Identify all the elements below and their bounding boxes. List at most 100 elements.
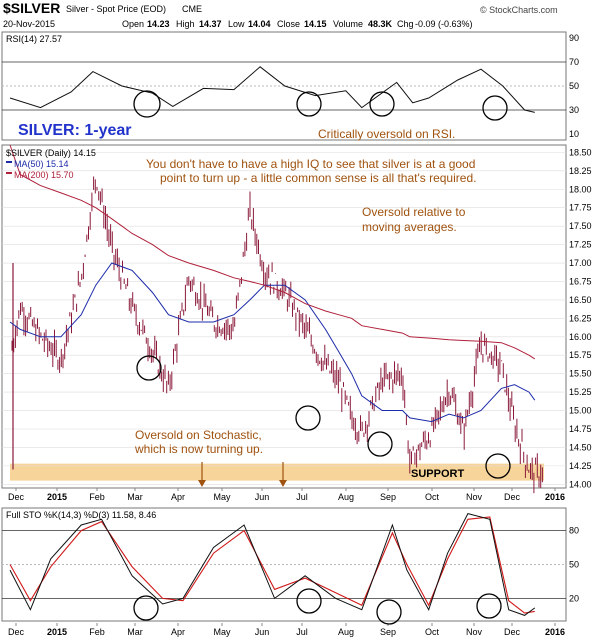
- price-tick: 14.00: [569, 479, 592, 489]
- month-label: Nov: [466, 492, 483, 502]
- high-label: High: [176, 19, 195, 29]
- month-label: Sep: [380, 492, 396, 502]
- ma-annotation-line2: moving averages.: [362, 220, 457, 234]
- stochastic-panel: 80 50 20 Full STO %K(14,3) %D(3) 11.58, 8.…: [1, 507, 579, 622]
- oversold-circle: [482, 95, 508, 121]
- ma200-swatch: [6, 172, 12, 174]
- price-tick: 16.50: [569, 295, 592, 305]
- stochastic-tick: 20: [569, 593, 579, 603]
- price-tick: 16.25: [569, 313, 592, 323]
- month-label: Apr: [171, 627, 185, 637]
- exchange-label: CME: [182, 4, 202, 14]
- month-label: 2016: [545, 627, 565, 637]
- chg-label: Chg: [397, 19, 414, 29]
- rsi-tick: 30: [569, 105, 579, 115]
- open-value: 14.23: [147, 19, 170, 29]
- oversold-circle: [295, 405, 321, 431]
- price-tick: 15.50: [569, 369, 592, 379]
- price-tick: 17.00: [569, 258, 592, 268]
- oversold-circles: [133, 90, 511, 625]
- stochastic-k-line: [9, 513, 536, 616]
- price-tick: 18.00: [569, 184, 592, 194]
- price-grid: [2, 152, 566, 485]
- month-label: 2015: [47, 627, 67, 637]
- stochastic-annotation-line2: which is now turning up.: [134, 442, 263, 456]
- price-tick: 17.25: [569, 240, 592, 250]
- price-panel: 18.50 18.25 18.00 17.75 17.50 17.25 17.00 16.75…: [1, 144, 592, 494]
- price-label: $SILVER (Daily) 14.15: [6, 148, 96, 158]
- symbol-label: $SILVER: [3, 0, 60, 16]
- price-tick: 15.25: [569, 387, 592, 397]
- oversold-circle: [476, 593, 502, 619]
- arrowhead-apr: [198, 480, 206, 487]
- price-tick: 14.25: [569, 461, 592, 471]
- rsi-line: [9, 66, 535, 113]
- month-label: Dec: [504, 627, 521, 637]
- rsi-label: RSI(14) 27.57: [6, 34, 62, 44]
- oversold-circle: [136, 355, 162, 381]
- oversold-circle: [485, 453, 511, 479]
- price-tick: 18.50: [569, 147, 592, 157]
- month-label: Oct: [425, 627, 440, 637]
- oversold-circle: [296, 588, 322, 614]
- rsi-tick: 50: [569, 81, 579, 91]
- ma200-line: [9, 144, 536, 360]
- stochastic-label: Full STO %K(14,3) %D(3) 11.58, 8.46: [6, 510, 156, 520]
- oversold-circle: [133, 90, 161, 118]
- stochastic-grid: [2, 530, 566, 599]
- description-label: Silver - Spot Price (EOD): [66, 4, 166, 14]
- ma50-line: [9, 262, 536, 423]
- stochastic-annotation-line1: Oversold on Stochastic,: [135, 428, 262, 442]
- month-label: Aug: [338, 492, 354, 502]
- month-label: Dec: [8, 492, 25, 502]
- price-bars: [11, 176, 543, 494]
- price-tick: 17.50: [569, 221, 592, 231]
- month-label: Sep: [380, 627, 396, 637]
- month-label: Jun: [255, 492, 270, 502]
- price-x-axis: Dec 2015 Feb Mar Apr May Jun Jul Aug Sep Oct Nov Dec…: [8, 488, 565, 502]
- price-tick: 15.75: [569, 350, 592, 360]
- price-tick: 14.50: [569, 442, 592, 452]
- month-label: Nov: [466, 627, 483, 637]
- month-label: Feb: [89, 492, 105, 502]
- oversold-circle: [133, 595, 159, 621]
- high-value: 14.37: [199, 19, 222, 29]
- price-tick: 17.75: [569, 203, 592, 213]
- oversold-circle: [296, 91, 322, 117]
- month-label: Oct: [425, 492, 440, 502]
- rsi-tick: 70: [569, 57, 579, 67]
- month-label: Dec: [504, 492, 521, 502]
- price-tick: 16.00: [569, 332, 592, 342]
- stochastic-arrows: [198, 462, 287, 487]
- iq-annotation-line2: point to turn up - a little common sense…: [160, 171, 476, 185]
- month-label: Dec: [8, 627, 25, 637]
- month-label: 2015: [47, 492, 67, 502]
- price-tick: 16.75: [569, 276, 592, 286]
- month-label: Jul: [296, 627, 308, 637]
- month-label: Aug: [338, 627, 354, 637]
- stochastic-d-line: [9, 516, 535, 614]
- month-label: 2016: [545, 492, 565, 502]
- low-value: 14.04: [248, 19, 271, 29]
- rsi-tick: 10: [569, 129, 579, 139]
- price-tick: 18.25: [569, 166, 592, 176]
- rsi-annotation: Critically oversold on RSI.: [318, 127, 455, 141]
- price-moving-averages: [9, 144, 536, 423]
- month-label: Feb: [89, 627, 105, 637]
- chg-value: -0.09 (-0.63%): [415, 19, 473, 29]
- month-label: Mar: [127, 627, 143, 637]
- ma50-legend: MA(50) 15.14: [14, 159, 69, 169]
- price-tick-labels: 18.50 18.25 18.00 17.75 17.50 17.25 17.00 16.75…: [569, 147, 592, 489]
- rsi-tick: 90: [569, 33, 579, 43]
- price-tick: 15.00: [569, 406, 592, 416]
- month-label: Mar: [127, 492, 143, 502]
- oversold-circle: [367, 431, 393, 457]
- volume-label: Volume: [333, 19, 363, 29]
- iq-annotation-line1: You don't have to have a high IQ to see …: [146, 157, 475, 171]
- stochastic-tick-labels: 80 50 20: [569, 526, 579, 604]
- open-label: Open: [122, 19, 144, 29]
- month-label: Jul: [296, 492, 308, 502]
- price-frame: [1, 144, 567, 489]
- chart-title-annotation: SILVER: 1-year: [18, 122, 132, 139]
- date-label: 20-Nov-2015: [3, 19, 55, 29]
